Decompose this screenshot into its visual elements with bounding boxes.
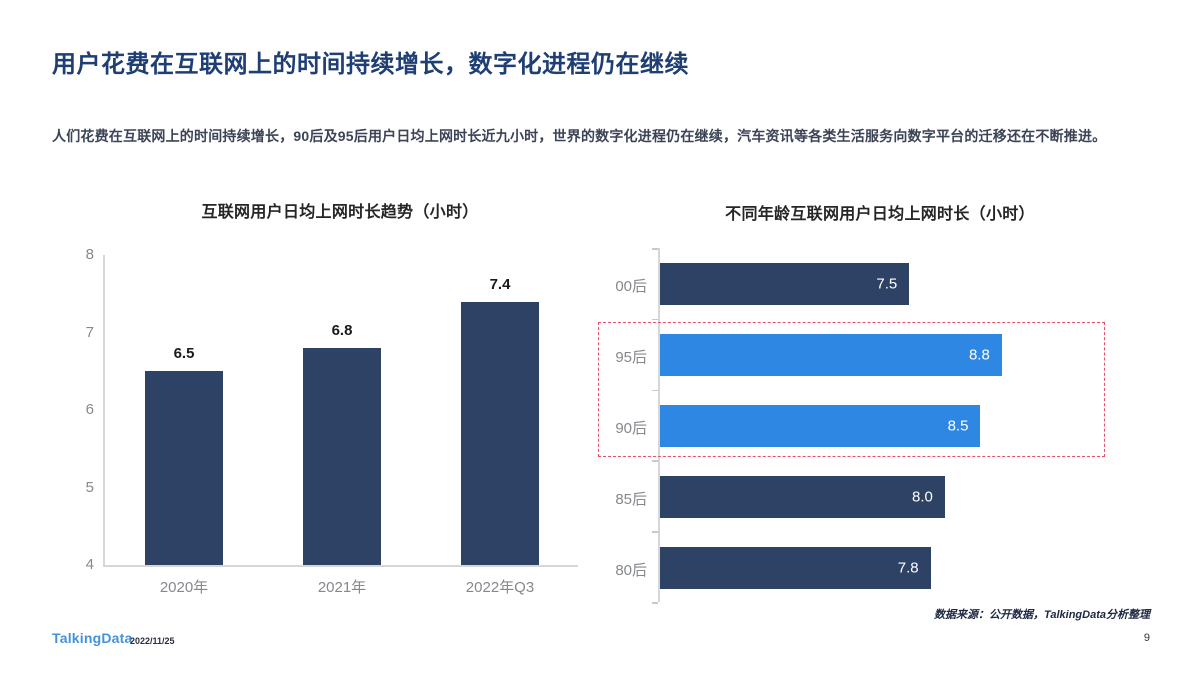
page-subtitle: 人们花费在互联网上的时间持续增长，90后及95后用户日均上网时长近九小时，世界的… (52, 128, 1107, 144)
category-axis-tick (652, 602, 658, 604)
trend-bar-value: 6.8 (331, 322, 353, 339)
age-bar-value: 7.8 (897, 559, 919, 577)
category-axis-tick (652, 460, 658, 462)
trend-bar (461, 301, 539, 565)
age-bar-chart: 不同年龄互联网用户日均上网时长（小时） 7.5 00后 8.8 95后 8.5 90后 8.… (598, 195, 1180, 605)
y-tick-label: 6 (85, 401, 94, 418)
highlight-dashed-box (598, 322, 1105, 457)
y-axis-line (103, 255, 105, 565)
trend-category-label: 2021年 (317, 579, 367, 596)
age-bar: 7.8 (660, 547, 931, 589)
category-axis-line (658, 248, 660, 602)
age-bar-value: 7.5 (876, 275, 898, 293)
category-axis-tick (652, 318, 658, 321)
age-chart-title: 不同年龄互联网用户日均上网时长（小时） (725, 206, 1035, 223)
footer-date: 2022/11/25 (130, 636, 175, 646)
trend-bar (145, 371, 223, 565)
x-axis-baseline (103, 565, 578, 567)
trend-bar-value: 6.5 (173, 345, 195, 363)
category-axis-tick (652, 389, 658, 392)
trend-bar-value: 7.4 (489, 275, 511, 293)
trend-chart-plot: 8 7 6 5 4 6.5 2020年 6.8 2021年 7.4 2022年Q3 (40, 245, 600, 596)
page-title: 用户花费在互联网上的时间持续增长，数字化进程仍在继续 (52, 51, 689, 78)
y-tick-label: 7 (85, 323, 94, 341)
age-category-label: 80后 (615, 562, 647, 579)
y-tick-label: 8 (85, 246, 94, 263)
category-axis-tick (652, 531, 658, 533)
age-bar: 8.0 (660, 476, 945, 518)
trend-chart-title: 互联网用户日均上网时长趋势（小时） (201, 204, 479, 221)
age-category-label: 00后 (615, 278, 647, 295)
age-category-label: 90后 (615, 420, 647, 437)
page-number: 9 (1143, 632, 1150, 644)
age-bar: 8.5 (660, 405, 981, 447)
age-category-label: 95后 (615, 349, 647, 366)
age-chart-plot: 7.5 00后 8.8 95后 8.5 90后 8.0 85后 7.8 80后 (600, 245, 1180, 605)
trend-bar-chart: 互联网用户日均上网时长趋势（小时） 8 7 6 5 4 6.5 2020年 6.8 2021年 7… (40, 195, 600, 596)
age-bar-value: 8.8 (968, 346, 990, 364)
trend-category-label: 2020年 (159, 579, 209, 596)
trend-category-label: 2022年Q3 (465, 579, 535, 596)
y-tick-label: 5 (85, 478, 94, 496)
trend-bar (303, 348, 381, 565)
age-category-label: 85后 (615, 491, 647, 508)
data-source-note: 数据来源：公开数据，TalkingData分析整理 (934, 609, 1150, 621)
age-bar-value: 8.0 (911, 488, 933, 506)
age-bar-value: 8.5 (947, 417, 969, 435)
talkingdata-logo: TalkingData (52, 630, 133, 646)
category-axis-tick (652, 248, 658, 250)
age-bar: 7.5 (660, 263, 910, 305)
y-tick-label: 4 (85, 556, 94, 573)
age-bar: 8.8 (660, 334, 1002, 376)
